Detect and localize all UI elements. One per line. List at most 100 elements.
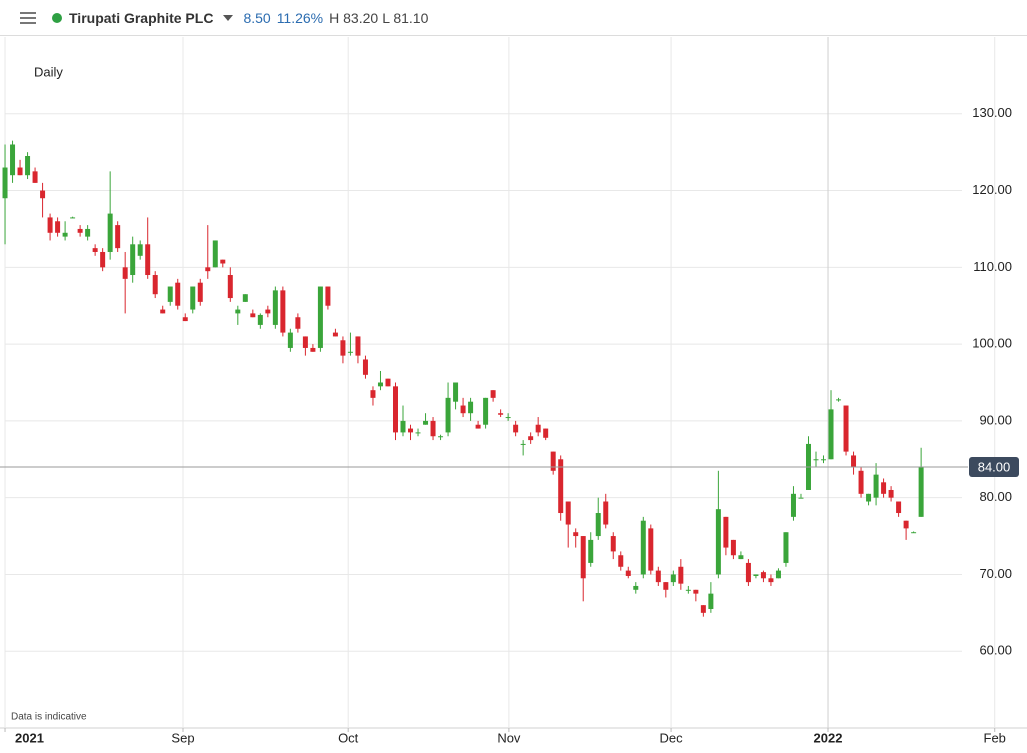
- candle-body: [453, 382, 459, 402]
- candle-body: [32, 171, 38, 183]
- candle-body: [242, 294, 248, 302]
- candle-body: [325, 286, 331, 306]
- candle-body: [2, 167, 8, 199]
- candle-body: [648, 528, 654, 571]
- candle-body: [167, 286, 173, 302]
- candle-body: [145, 244, 151, 276]
- candle-body: [295, 317, 301, 329]
- candle-body: [100, 251, 106, 268]
- candle-body: [573, 532, 579, 537]
- candle-body: [400, 420, 406, 433]
- candle-body: [610, 536, 616, 552]
- instrument-name[interactable]: Tirupati Graphite PLC: [69, 9, 214, 26]
- candle-body: [535, 424, 541, 433]
- candle-body: [888, 489, 894, 498]
- candle-body: [227, 275, 233, 299]
- candle-body: [918, 466, 924, 517]
- candle-body: [423, 420, 429, 425]
- y-tick-label: 130.00: [972, 105, 1012, 120]
- candle-body: [130, 244, 136, 276]
- candle-body: [152, 275, 158, 295]
- candle-body: [828, 409, 834, 460]
- candle-body: [122, 267, 128, 279]
- candle-body: [408, 428, 414, 433]
- candle-body: [520, 443, 526, 445]
- candle-body: [190, 286, 196, 310]
- candle-body: [625, 570, 631, 576]
- candle-body: [881, 482, 887, 494]
- candle-body: [220, 259, 226, 264]
- candle-body: [25, 156, 31, 176]
- candle-body: [55, 221, 61, 233]
- candle-body: [550, 451, 556, 471]
- candle-body: [47, 217, 53, 233]
- candle-body: [85, 228, 91, 237]
- candle-body: [70, 217, 76, 219]
- candle-body: [340, 340, 346, 356]
- candle-body: [430, 420, 436, 437]
- candle-body: [310, 347, 316, 352]
- candle-body: [137, 244, 143, 256]
- candle-body: [543, 428, 549, 438]
- candle-body: [287, 332, 293, 348]
- candle-body: [873, 474, 879, 498]
- candle-body: [775, 570, 781, 579]
- x-tick-label: 2021: [15, 730, 44, 745]
- candle-body: [355, 336, 361, 356]
- menu-icon[interactable]: [20, 11, 36, 24]
- candle-body: [280, 290, 286, 333]
- candle-body: [490, 390, 496, 398]
- candle-body: [498, 413, 504, 415]
- dropdown-caret[interactable]: [223, 14, 234, 21]
- candle-body: [115, 225, 121, 249]
- y-tick-label: 60.00: [979, 643, 1012, 658]
- candle-body: [618, 555, 624, 567]
- change: 8.50: [243, 9, 271, 26]
- last-price-box: [969, 456, 1019, 477]
- candle-body: [265, 309, 271, 314]
- candle-body: [798, 497, 804, 499]
- candle-body: [730, 539, 736, 556]
- x-tick-label: Dec: [660, 730, 684, 745]
- header: Tirupati Graphite PLC 8.50 11.26% H 83.2…: [0, 0, 1027, 36]
- y-tick-label: 120.00: [972, 182, 1012, 197]
- high: H 83.20: [329, 9, 379, 26]
- candle-body: [182, 317, 188, 322]
- candle-body: [160, 309, 166, 314]
- candle-body: [670, 574, 676, 583]
- candle-body: [715, 509, 721, 575]
- candle-body: [483, 397, 489, 425]
- candle-body: [257, 314, 263, 325]
- candle-body: [392, 386, 398, 433]
- candle-body: [40, 190, 46, 199]
- candle-body: [415, 432, 421, 434]
- y-tick-label: 110.00: [973, 259, 1012, 274]
- x-tick-label: Sep: [171, 730, 194, 745]
- candle-body: [678, 566, 684, 584]
- candle-body: [836, 399, 842, 401]
- candle-body: [272, 290, 278, 325]
- candle-body: [640, 520, 646, 575]
- candle-body: [753, 574, 759, 576]
- candle-body: [903, 520, 909, 529]
- x-tick-label: 2022: [814, 730, 843, 745]
- y-tick-label: 70.00: [979, 566, 1012, 581]
- candle-body: [768, 578, 774, 583]
- candle-body: [62, 232, 68, 237]
- candle-body: [513, 424, 519, 433]
- candle-body: [175, 282, 181, 306]
- status-dot: [52, 12, 62, 23]
- candle-body: [505, 417, 511, 419]
- candle-body: [475, 424, 481, 429]
- candle-body: [205, 267, 211, 272]
- note: Data is indicative: [11, 712, 87, 723]
- candle-body: [17, 167, 23, 176]
- candle-body: [866, 493, 872, 502]
- candle-body: [588, 539, 594, 563]
- candle-body: [10, 144, 16, 176]
- candle-body: [77, 228, 83, 233]
- candle-body: [362, 359, 368, 375]
- candle-body: [445, 397, 451, 433]
- candle-body: [708, 593, 714, 609]
